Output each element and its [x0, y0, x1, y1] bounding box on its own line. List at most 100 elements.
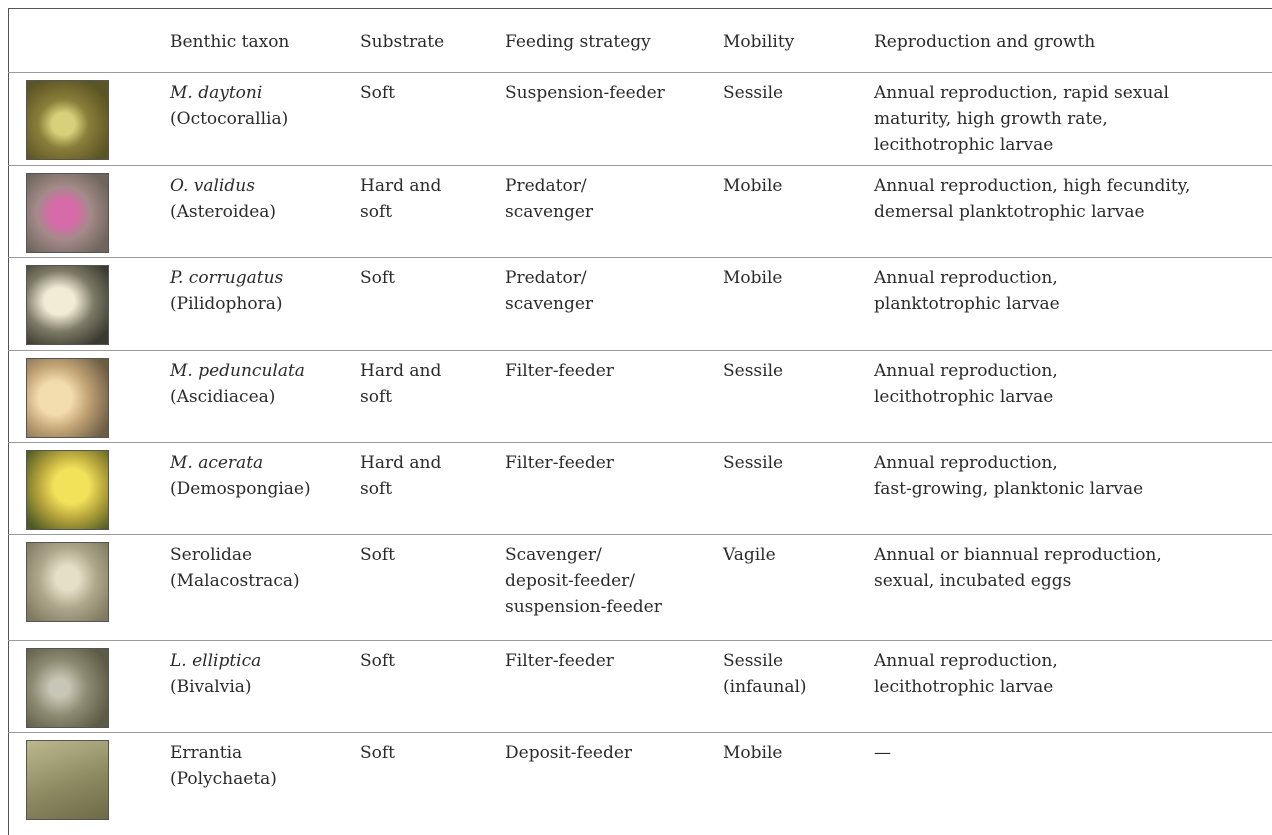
- mobility-line: Mobile: [723, 268, 783, 288]
- row-rule: [8, 640, 1272, 641]
- feeding-line: scavenger: [505, 202, 594, 222]
- mobility-line: Sessile: [723, 453, 784, 473]
- feeding-cell: Filter-feeder: [505, 648, 614, 674]
- reproduction-line: sexual, incubated eggs: [874, 571, 1072, 591]
- row-rule: [8, 165, 1272, 166]
- taxon-cell: M. pedunculata (Ascidiacea): [170, 358, 305, 410]
- reproduction-line: Annual reproduction, rapid sexual: [874, 83, 1169, 103]
- feeding-line: Scavenger/: [505, 545, 602, 565]
- feeding-line: Predator/: [505, 176, 587, 196]
- mobility-cell: Vagile: [723, 542, 776, 568]
- reproduction-cell: Annual reproduction, fast-growing, plankt…: [874, 450, 1143, 502]
- reproduction-cell: Annual reproduction, lecithotrophic larva…: [874, 358, 1058, 410]
- reproduction-line: Annual reproduction,: [874, 361, 1058, 381]
- feeding-cell: Filter-feeder: [505, 358, 614, 384]
- mobility-cell: Mobile: [723, 740, 782, 766]
- header-cell: Feeding strategy: [505, 32, 651, 52]
- header-cell: Substrate: [360, 32, 445, 52]
- row-rule: [8, 257, 1272, 258]
- feeding-line: scavenger: [505, 294, 594, 314]
- reproduction-line: Annual or biannual reproduction,: [874, 545, 1162, 565]
- feeding-line: deposit-feeder/: [505, 571, 636, 591]
- taxon-line: P. corrugatus: [170, 268, 284, 288]
- substrate-line: soft: [360, 387, 393, 407]
- substrate-line: Soft: [360, 743, 396, 763]
- feeding-line: Filter-feeder: [505, 361, 614, 381]
- taxon-cell: M. daytoni (Octocorallia): [170, 80, 288, 132]
- feeding-line: Filter-feeder: [505, 453, 614, 473]
- reproduction-line: Annual reproduction, high fecundity,: [874, 176, 1191, 196]
- substrate-line: Soft: [360, 545, 396, 565]
- mobility-cell: Sessile: [723, 80, 783, 106]
- specimen-photo: [26, 648, 109, 728]
- reproduction-cell: Annual reproduction, lecithotrophic larva…: [874, 648, 1058, 700]
- reproduction-cell: —: [874, 740, 891, 766]
- reproduction-cell: Annual or biannual reproduction, sexual, …: [874, 542, 1162, 594]
- substrate-cell: Soft: [360, 80, 395, 106]
- taxon-line: (Polychaeta): [170, 769, 277, 789]
- header-cell: Benthic taxon: [170, 32, 290, 52]
- specimen-photo: [26, 358, 109, 438]
- specimen-photo: [26, 542, 109, 622]
- reproduction-line: planktotrophic larvae: [874, 294, 1060, 314]
- feeding-line: Deposit-feeder: [505, 743, 633, 763]
- row-rule: [8, 350, 1272, 351]
- mobility-line: Vagile: [723, 545, 776, 565]
- substrate-cell: Soft: [360, 648, 395, 674]
- mobility-cell: Sessile: [723, 450, 783, 476]
- feeding-line: Suspension-feeder: [505, 83, 665, 103]
- reproduction-line: lecithotrophic larvae: [874, 387, 1054, 407]
- mobility-cell: Sessile (infaunal): [723, 648, 807, 700]
- taxon-line: (Pilidophora): [170, 294, 283, 314]
- row-rule: [8, 534, 1272, 535]
- substrate-cell: Soft: [360, 740, 395, 766]
- taxon-line: (Octocorallia): [170, 109, 289, 129]
- substrate-cell: Hard and soft: [360, 173, 441, 225]
- taxon-line: Errantia: [170, 743, 243, 763]
- feeding-cell: Deposit-feeder: [505, 740, 632, 766]
- substrate-cell: Hard and soft: [360, 450, 441, 502]
- reproduction-cell: Annual reproduction, high fecundity, deme…: [874, 173, 1190, 225]
- specimen-photo: [26, 265, 109, 345]
- substrate-cell: Soft: [360, 542, 395, 568]
- substrate-line: Hard and: [360, 453, 442, 473]
- taxon-cell: L. elliptica (Bivalvia): [170, 648, 261, 700]
- substrate-line: Soft: [360, 268, 396, 288]
- feeding-line: Filter-feeder: [505, 651, 614, 671]
- substrate-line: soft: [360, 479, 393, 499]
- specimen-photo: [26, 80, 109, 160]
- row-rule: [8, 72, 1272, 73]
- mobility-line: Sessile: [723, 361, 784, 381]
- reproduction-line: —: [874, 743, 891, 763]
- mobility-cell: Mobile: [723, 265, 782, 291]
- substrate-line: Hard and: [360, 361, 442, 381]
- mobility-line: Mobile: [723, 743, 783, 763]
- taxon-line: (Demospongiae): [170, 479, 311, 499]
- feeding-line: suspension-feeder: [505, 597, 662, 617]
- reproduction-line: demersal planktotrophic larvae: [874, 202, 1145, 222]
- taxon-line: M. acerata: [170, 453, 264, 473]
- reproduction-line: maturity, high growth rate,: [874, 109, 1108, 129]
- reproduction-line: fast-growing, planktonic larvae: [874, 479, 1144, 499]
- mobility-line: (infaunal): [723, 677, 807, 697]
- taxon-line: L. elliptica: [170, 651, 262, 671]
- mobility-line: Sessile: [723, 83, 784, 103]
- row-rule: [8, 442, 1272, 443]
- feeding-cell: Predator/scavenger: [505, 265, 593, 317]
- reproduction-cell: Annual reproduction, planktotrophic larva…: [874, 265, 1060, 317]
- reproduction-cell: Annual reproduction, rapid sexual maturit…: [874, 80, 1169, 158]
- reproduction-line: lecithotrophic larvae: [874, 135, 1054, 155]
- taxon-line: (Ascidiacea): [170, 387, 276, 407]
- mobility-cell: Sessile: [723, 358, 783, 384]
- reproduction-line: Annual reproduction,: [874, 453, 1058, 473]
- substrate-line: Soft: [360, 83, 396, 103]
- taxon-cell: P. corrugatus (Pilidophora): [170, 265, 283, 317]
- specimen-photo: [26, 173, 109, 253]
- frame-left: [8, 8, 9, 835]
- substrate-line: Hard and: [360, 176, 442, 196]
- taxon-line: Serolidae: [170, 545, 253, 565]
- taxon-line: (Malacostraca): [170, 571, 300, 591]
- substrate-cell: Soft: [360, 265, 395, 291]
- row-rule: [8, 732, 1272, 733]
